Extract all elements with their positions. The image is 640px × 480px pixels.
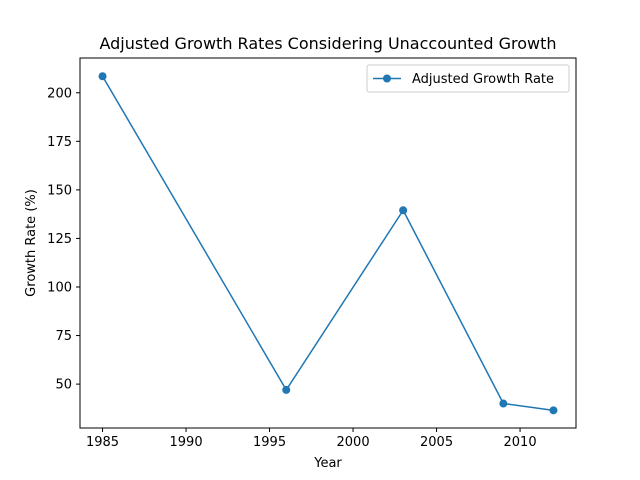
data-point: [499, 399, 508, 408]
x-tick-label: 1995: [253, 435, 286, 450]
plot-frame: [79, 57, 577, 429]
y-axis-ticks: 50 75 100 125 150 175 200: [47, 86, 80, 393]
x-tick-label: 2000: [337, 435, 370, 450]
chart-title: Adjusted Growth Rates Considering Unacco…: [99, 34, 556, 53]
x-tick-label: 1985: [86, 435, 119, 450]
y-tick-label: 125: [47, 232, 72, 247]
data-point: [98, 72, 107, 81]
y-tick-label: 50: [55, 378, 72, 393]
x-tick-label: 2010: [504, 435, 537, 450]
y-tick-label: 150: [47, 183, 72, 198]
legend: Adjusted Growth Rate: [366, 64, 570, 93]
x-tick-label: 1990: [170, 435, 203, 450]
data-point: [282, 385, 291, 394]
y-tick-label: 75: [55, 329, 72, 344]
y-tick-label: 175: [47, 135, 72, 150]
x-tick-label: 2005: [420, 435, 453, 450]
data-point: [399, 206, 408, 215]
y-axis-label: Growth Rate (%): [24, 189, 39, 297]
data-point: [549, 406, 558, 415]
legend-marker-swatch: [383, 74, 391, 83]
legend-entry-label: Adjusted Growth Rate: [412, 72, 554, 87]
series-layer: [98, 72, 558, 415]
x-axis-ticks: 1985 1990 1995 2000 2005 2010: [86, 428, 537, 450]
y-tick-label: 100: [47, 280, 72, 295]
y-tick-label: 200: [47, 86, 72, 101]
legend-box: [366, 64, 570, 93]
x-axis-label: Year: [313, 456, 342, 471]
